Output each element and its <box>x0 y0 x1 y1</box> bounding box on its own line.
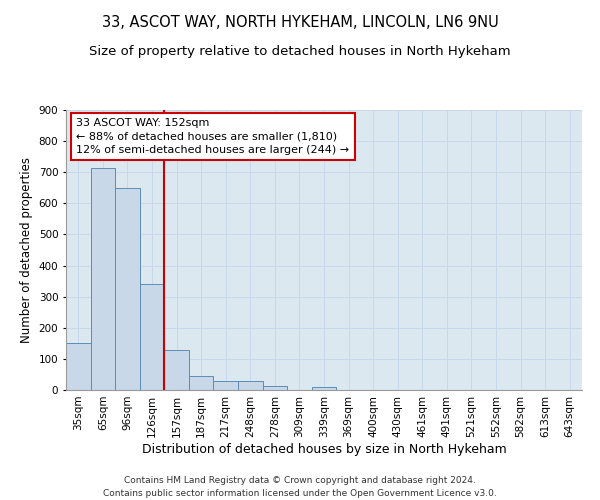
Text: 33, ASCOT WAY, NORTH HYKEHAM, LINCOLN, LN6 9NU: 33, ASCOT WAY, NORTH HYKEHAM, LINCOLN, L… <box>101 15 499 30</box>
Bar <box>140 284 164 390</box>
X-axis label: Distribution of detached houses by size in North Hykeham: Distribution of detached houses by size … <box>142 442 506 456</box>
Text: Size of property relative to detached houses in North Hykeham: Size of property relative to detached ho… <box>89 45 511 58</box>
Text: Contains HM Land Registry data © Crown copyright and database right 2024.
Contai: Contains HM Land Registry data © Crown c… <box>103 476 497 498</box>
Y-axis label: Number of detached properties: Number of detached properties <box>20 157 33 343</box>
Bar <box>66 344 91 390</box>
Bar <box>164 350 189 390</box>
Bar <box>115 188 140 390</box>
Bar <box>189 376 214 390</box>
Bar <box>214 380 238 390</box>
Bar <box>91 168 115 390</box>
Text: 33 ASCOT WAY: 152sqm
← 88% of detached houses are smaller (1,810)
12% of semi-de: 33 ASCOT WAY: 152sqm ← 88% of detached h… <box>76 118 349 155</box>
Bar <box>238 380 263 390</box>
Bar <box>263 386 287 390</box>
Bar <box>312 387 336 390</box>
